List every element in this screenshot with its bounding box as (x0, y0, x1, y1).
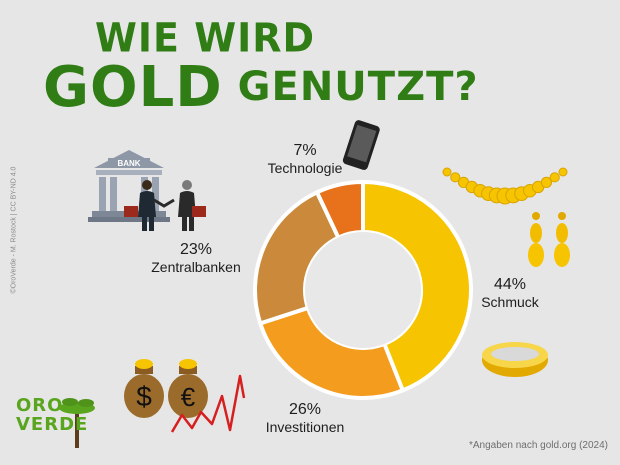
title-rest: GENUTZT? (222, 64, 479, 110)
necklace-bead (558, 167, 568, 177)
label-zentralbanken: 23% Zentralbanken (136, 241, 256, 275)
pct-zentralbanken: 23% (179, 241, 213, 258)
necklace-bead (442, 167, 452, 177)
stock-line-icon (170, 374, 246, 433)
businessmen-handshake-icon (124, 180, 206, 231)
necklace-bead (549, 172, 560, 183)
name-schmuck: Schmuck (481, 294, 539, 311)
necklace-icon (442, 167, 568, 205)
donut-slices (253, 179, 473, 400)
name-zentralbanken: Zentralbanken (151, 259, 241, 276)
bank-sign: BANK (117, 159, 140, 168)
earrings-icon (528, 212, 570, 267)
title-line-1: WIE WIRD (95, 14, 316, 62)
title-line-2: GOLD GENUTZT? (43, 55, 479, 120)
label-technologie: 7% Technologie (250, 142, 360, 176)
ring-icon (482, 342, 548, 377)
image-credit: ©OroVerde - M. Rostock | CC BY-ND 4.0 (10, 166, 18, 294)
source-note: *Angaben nach gold.org (2024) (469, 440, 608, 451)
title-gold-word: GOLD (43, 55, 223, 120)
smartphone-icon (342, 120, 380, 170)
necklace-bead (540, 176, 553, 189)
pct-investitionen: 26% (288, 401, 322, 418)
pct-schmuck: 44% (493, 276, 527, 293)
donut-hole (305, 232, 421, 348)
dollar-sign: $ (136, 381, 152, 412)
logo-oro: ORO (16, 395, 64, 416)
tree-icon (59, 398, 95, 448)
money-bags-icon: $ € (124, 359, 208, 418)
name-technologie: Technologie (267, 160, 343, 177)
necklace-bead (450, 172, 461, 183)
logo-verde: VERDE (16, 414, 89, 435)
label-investitionen: 26% Investitionen (250, 401, 360, 435)
euro-sign: € (181, 382, 196, 412)
label-schmuck: 44% Schmuck (470, 276, 550, 310)
name-investitionen: Investitionen (265, 419, 345, 436)
pct-technologie: 7% (293, 142, 317, 159)
oroverde-logo: ORO VERDE (16, 396, 88, 434)
